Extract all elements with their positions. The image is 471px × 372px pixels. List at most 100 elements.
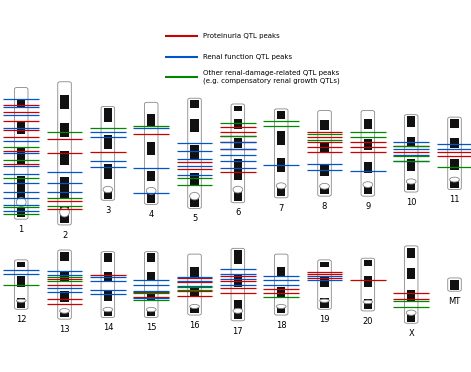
Bar <box>17 121 25 134</box>
Bar <box>364 129 372 138</box>
Text: 1: 1 <box>18 225 24 234</box>
Bar <box>407 313 415 321</box>
Bar <box>364 276 372 287</box>
Bar <box>190 119 199 132</box>
Bar <box>277 158 285 172</box>
Bar <box>450 180 459 188</box>
Bar <box>234 159 242 170</box>
Bar <box>450 138 459 148</box>
Ellipse shape <box>16 299 26 302</box>
Bar <box>234 180 242 190</box>
Bar <box>364 112 372 119</box>
Bar <box>60 214 69 223</box>
Text: 16: 16 <box>189 321 200 330</box>
Bar <box>17 89 25 99</box>
Bar <box>17 276 25 287</box>
Bar <box>104 149 112 164</box>
Bar <box>234 311 242 319</box>
Bar <box>190 267 199 276</box>
Bar <box>104 291 112 301</box>
Text: 18: 18 <box>276 321 286 330</box>
Bar <box>60 261 69 272</box>
Ellipse shape <box>146 307 156 312</box>
Bar <box>104 122 112 135</box>
Bar <box>147 104 155 114</box>
Bar <box>147 281 155 291</box>
Bar <box>17 298 25 308</box>
Text: Renal function QTL peaks: Renal function QTL peaks <box>203 54 292 60</box>
Bar <box>17 287 25 298</box>
Bar <box>60 137 69 151</box>
Text: 4: 4 <box>148 210 154 219</box>
Bar <box>190 173 199 185</box>
Bar <box>60 302 69 311</box>
Bar <box>60 151 69 164</box>
Bar <box>104 179 112 188</box>
Bar <box>17 134 25 147</box>
Bar <box>147 155 155 171</box>
Bar <box>320 262 329 267</box>
Bar <box>320 142 329 153</box>
Bar <box>60 109 69 123</box>
Bar <box>17 147 25 164</box>
Text: 13: 13 <box>59 325 70 334</box>
Bar <box>190 276 199 287</box>
Bar <box>60 188 69 198</box>
Bar <box>104 281 112 291</box>
Text: 6: 6 <box>235 208 241 218</box>
Bar <box>320 287 329 298</box>
Bar <box>60 280 69 291</box>
Text: 7: 7 <box>278 203 284 212</box>
Bar <box>234 275 242 287</box>
Ellipse shape <box>363 300 373 304</box>
Bar <box>234 287 242 300</box>
Text: 10: 10 <box>406 198 416 207</box>
Bar <box>104 253 112 262</box>
Bar <box>320 121 329 130</box>
Bar <box>104 310 112 316</box>
Text: 14: 14 <box>103 323 113 332</box>
Bar <box>147 171 155 181</box>
Ellipse shape <box>406 310 416 315</box>
Bar <box>450 148 459 159</box>
Bar <box>450 128 459 138</box>
Text: Medscape®: Medscape® <box>9 9 88 22</box>
Bar <box>104 262 112 272</box>
Bar <box>320 176 329 186</box>
Ellipse shape <box>276 304 286 308</box>
Bar <box>60 252 69 261</box>
Text: Source: Nat Clin Prac Nephrol © 2008 Nature Publishing Group: Source: Nat Clin Prac Nephrol © 2008 Nat… <box>103 355 368 365</box>
Bar <box>60 291 69 302</box>
Bar <box>17 109 25 121</box>
Bar <box>277 119 285 131</box>
Text: Proteinuria QTL peaks: Proteinuria QTL peaks <box>203 33 279 39</box>
Bar <box>407 137 415 147</box>
Ellipse shape <box>233 308 243 313</box>
Bar <box>234 148 242 159</box>
Bar <box>17 164 25 176</box>
Bar <box>104 135 112 149</box>
Bar <box>17 189 25 199</box>
Bar <box>17 262 25 267</box>
Bar <box>320 298 329 308</box>
Bar <box>320 153 329 165</box>
Bar <box>147 126 155 141</box>
Bar <box>17 99 25 109</box>
Bar <box>407 268 415 279</box>
Text: 9: 9 <box>365 202 371 211</box>
Bar <box>17 267 25 276</box>
Ellipse shape <box>233 186 243 193</box>
Bar <box>450 119 459 128</box>
Bar <box>60 311 69 317</box>
Text: 17: 17 <box>233 327 243 336</box>
Bar <box>277 276 285 287</box>
Bar <box>364 138 372 150</box>
Bar <box>364 119 372 129</box>
Ellipse shape <box>146 187 156 194</box>
Bar <box>364 299 372 309</box>
Bar <box>277 297 285 307</box>
Bar <box>234 106 242 111</box>
Bar <box>450 280 459 289</box>
Bar <box>320 165 329 176</box>
Bar <box>450 159 459 170</box>
